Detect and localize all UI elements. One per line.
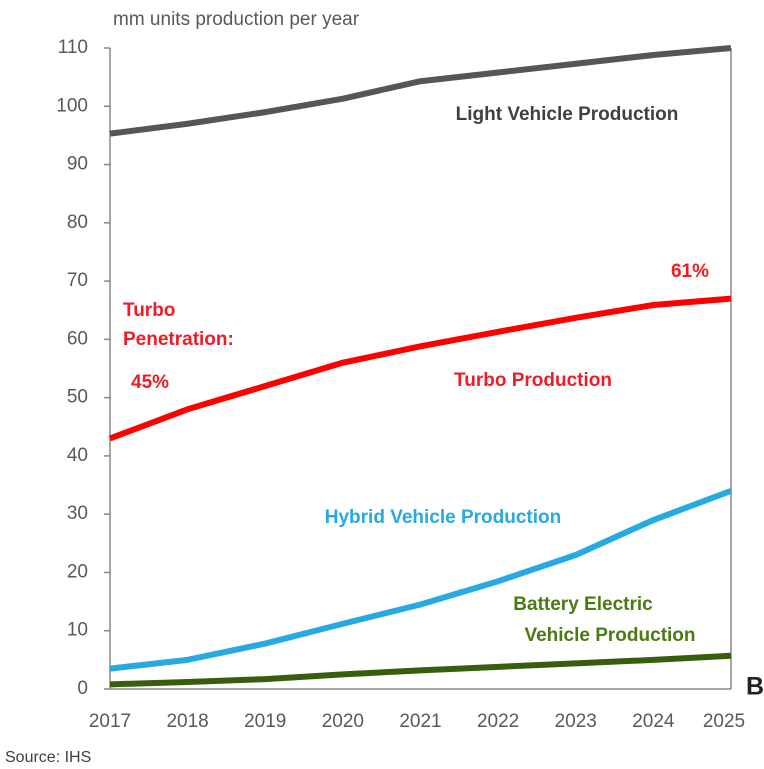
y-tick-label: 30 [67,503,88,524]
y-tick-label: 10 [67,620,88,641]
annotation: 45% [131,372,169,393]
x-tick-label: 2019 [244,711,286,732]
series-line [109,488,733,672]
series-line [109,45,732,137]
x-tick-label: 2024 [632,711,675,732]
y-tick-label: 80 [67,212,88,233]
axis-title: mm units production per year [113,9,360,30]
y-tick-label: 40 [67,445,88,466]
x-tick-label: 2023 [555,711,597,732]
annotation: Vehicle Production [524,625,695,646]
annotation: B [746,673,764,701]
annotation: Penetration: [123,329,234,350]
annotation: 61% [671,261,709,282]
series-line [109,652,732,688]
y-tick-label: 0 [77,678,88,699]
x-tick-label: 2021 [399,711,441,732]
x-tick-label: 2025 [703,711,745,732]
y-tick-label: 90 [67,154,88,175]
annotation: Turbo [123,300,175,321]
series-label: Hybrid Vehicle Production [325,507,562,528]
y-tick-label: 100 [56,95,88,116]
y-tick-label: 110 [58,37,88,58]
x-tick-label: 2022 [477,711,519,732]
series-label: Light Vehicle Production [456,104,679,125]
y-tick-label: 70 [67,270,88,291]
series-line [108,295,732,442]
source: Source: IHS [5,749,91,766]
x-tick-label: 2018 [166,711,208,732]
annotation: Battery Electric [513,594,653,615]
y-tick-label: 60 [67,328,88,349]
x-tick-label: 2020 [322,711,364,732]
y-tick-label: 20 [67,561,88,582]
y-tick-label: 50 [67,387,88,408]
series-label: Turbo Production [454,370,612,391]
x-tick-label: 2017 [89,711,131,732]
